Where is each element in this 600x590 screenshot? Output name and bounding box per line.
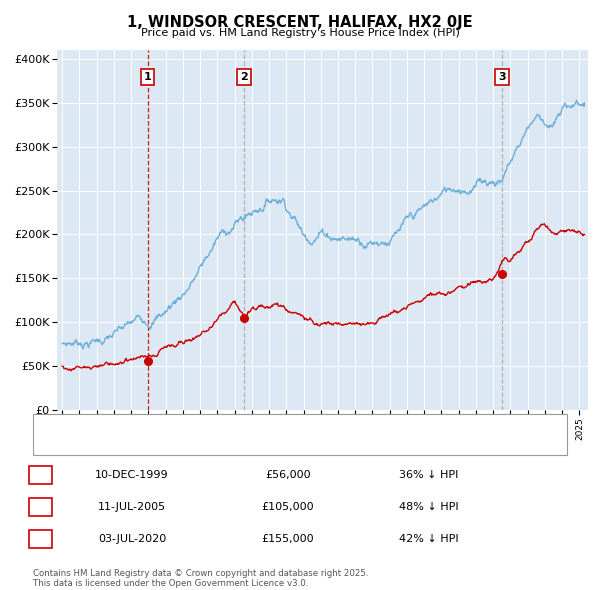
Text: 3: 3 (498, 72, 506, 82)
Text: 42% ↓ HPI: 42% ↓ HPI (399, 534, 458, 543)
Text: 36% ↓ HPI: 36% ↓ HPI (399, 470, 458, 480)
Text: Contains HM Land Registry data © Crown copyright and database right 2025.
This d: Contains HM Land Registry data © Crown c… (33, 569, 368, 588)
Text: HPI: Average price, detached house, Calderdale: HPI: Average price, detached house, Cald… (76, 439, 314, 449)
Text: £56,000: £56,000 (265, 470, 311, 480)
Text: 3: 3 (37, 532, 44, 545)
Text: 03-JUL-2020: 03-JUL-2020 (98, 534, 166, 543)
Text: 2: 2 (240, 72, 248, 82)
Text: 11-JUL-2005: 11-JUL-2005 (98, 502, 166, 512)
Text: £105,000: £105,000 (262, 502, 314, 512)
Text: 1: 1 (37, 468, 44, 481)
Text: Price paid vs. HM Land Registry's House Price Index (HPI): Price paid vs. HM Land Registry's House … (140, 28, 460, 38)
Text: 2: 2 (37, 500, 44, 513)
Text: 1, WINDSOR CRESCENT, HALIFAX, HX2 0JE: 1, WINDSOR CRESCENT, HALIFAX, HX2 0JE (127, 15, 473, 30)
Text: 1, WINDSOR CRESCENT, HALIFAX, HX2 0JE (detached house): 1, WINDSOR CRESCENT, HALIFAX, HX2 0JE (d… (76, 421, 378, 431)
Text: 1: 1 (143, 72, 151, 82)
Text: 48% ↓ HPI: 48% ↓ HPI (399, 502, 458, 512)
Text: £155,000: £155,000 (262, 534, 314, 543)
Text: 10-DEC-1999: 10-DEC-1999 (95, 470, 169, 480)
